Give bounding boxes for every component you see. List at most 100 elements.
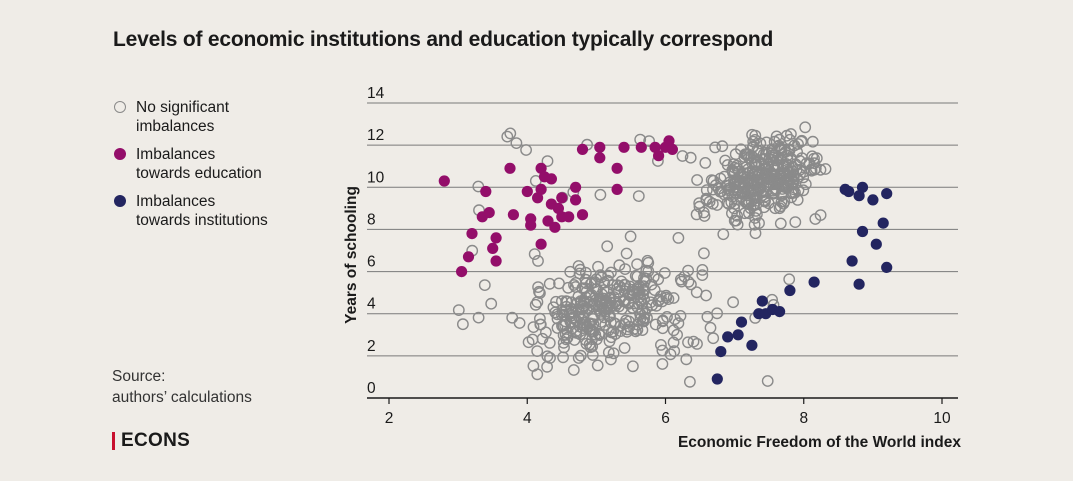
point-no-imbalance: [557, 306, 569, 319]
point-education: [438, 175, 450, 187]
point-institutions: [881, 261, 893, 273]
point-no-imbalance: [725, 196, 738, 209]
point-education: [490, 255, 502, 267]
point-no-imbalance: [667, 336, 680, 349]
y-tick-label: 6: [367, 254, 376, 271]
point-no-imbalance: [553, 277, 565, 290]
x-tick-label: 4: [523, 410, 532, 427]
point-no-imbalance: [452, 304, 465, 316]
point-no-imbalance: [603, 324, 615, 336]
point-no-imbalance: [768, 149, 781, 161]
point-no-imbalance: [619, 263, 631, 275]
econs-logo: ECONS: [112, 430, 190, 452]
point-no-imbalance: [658, 267, 671, 279]
point-no-imbalance: [564, 315, 577, 328]
point-no-imbalance: [574, 349, 587, 362]
point-no-imbalance: [612, 285, 625, 298]
point-no-imbalance: [709, 141, 721, 154]
point-no-imbalance: [789, 216, 802, 229]
point-no-imbalance: [478, 279, 491, 291]
point-no-imbalance: [680, 353, 693, 366]
imbalance-points: [438, 135, 893, 385]
point-no-imbalance: [684, 151, 697, 164]
point-institutions: [715, 346, 727, 358]
point-education: [576, 143, 589, 155]
point-institutions: [774, 306, 786, 318]
point-no-imbalance: [580, 337, 593, 350]
chart-title: Levels of economic institutions and educ…: [113, 28, 774, 51]
point-no-imbalance: [799, 121, 812, 134]
point-no-imbalance: [743, 172, 756, 185]
point-no-imbalance: [747, 185, 760, 198]
legend-label: Imbalances towards education: [136, 146, 262, 182]
point-no-imbalance: [602, 269, 615, 282]
point-no-imbalance: [532, 254, 544, 267]
point-no-imbalance: [593, 327, 605, 340]
point-no-imbalance: [607, 347, 620, 360]
point-no-imbalance: [472, 311, 485, 324]
point-no-imbalance: [716, 140, 729, 153]
point-no-imbalance: [586, 349, 599, 361]
point-no-imbalance: [762, 158, 774, 171]
point-no-imbalance: [572, 260, 585, 272]
point-no-imbalance: [736, 187, 749, 200]
point-no-imbalance: [643, 135, 655, 148]
point-no-imbalance: [541, 155, 554, 168]
point-no-imbalance: [707, 332, 720, 345]
point-no-imbalance: [808, 157, 821, 170]
point-no-imbalance: [717, 228, 730, 241]
point-no-imbalance: [528, 248, 541, 261]
point-institutions: [756, 295, 768, 307]
point-no-imbalance: [729, 180, 742, 193]
legend-label: Imbalances towards institutions: [136, 193, 268, 229]
point-no-imbalance: [567, 364, 580, 376]
point-education: [635, 141, 647, 153]
point-institutions: [881, 188, 893, 200]
point-no-imbalance: [619, 278, 632, 291]
point-education: [570, 194, 582, 206]
point-no-imbalance: [572, 352, 585, 364]
point-no-imbalance: [591, 359, 604, 372]
legend: No significant imbalances Imbalances tow…: [112, 98, 268, 239]
point-no-imbalance: [652, 273, 665, 286]
point-no-imbalance: [792, 138, 804, 150]
y-tick-label: 2: [367, 338, 376, 355]
point-education: [666, 143, 679, 155]
point-no-imbalance: [614, 319, 627, 332]
point-no-imbalance: [501, 130, 514, 143]
point-no-imbalance: [682, 264, 694, 277]
point-no-imbalance: [583, 317, 595, 330]
point-no-imbalance: [769, 184, 782, 196]
point-no-imbalance: [741, 148, 753, 161]
no-imbalance-points: [452, 121, 832, 388]
point-no-imbalance: [707, 183, 719, 196]
x-axis-label: Economic Freedom of the World index: [678, 434, 961, 451]
y-tick-label: 10: [367, 169, 385, 186]
point-no-imbalance: [684, 375, 696, 388]
point-no-imbalance: [746, 128, 758, 141]
point-no-imbalance: [690, 208, 703, 221]
legend-item-institutions: Imbalances towards institutions: [112, 192, 268, 230]
point-no-imbalance: [617, 294, 630, 307]
source-text: authors’ calculations: [112, 389, 252, 406]
hollow-circle-icon: [114, 101, 126, 113]
point-no-imbalance: [568, 279, 580, 291]
point-no-imbalance: [560, 295, 573, 308]
point-no-imbalance: [602, 346, 615, 359]
point-no-imbalance: [631, 323, 644, 336]
point-no-imbalance: [513, 317, 526, 329]
logo-text: ECONS: [121, 430, 191, 451]
point-no-imbalance: [814, 163, 827, 176]
point-no-imbalance: [529, 298, 542, 311]
point-no-imbalance: [729, 186, 742, 199]
point-institutions: [735, 316, 748, 328]
point-no-imbalance: [787, 186, 799, 199]
point-no-imbalance: [543, 277, 556, 290]
point-no-imbalance: [742, 163, 754, 176]
point-no-imbalance: [575, 313, 588, 326]
point-no-imbalance: [557, 351, 569, 364]
point-no-imbalance: [605, 266, 617, 279]
point-no-imbalance: [534, 287, 546, 299]
point-no-imbalance: [767, 159, 779, 172]
point-no-imbalance: [775, 142, 787, 155]
